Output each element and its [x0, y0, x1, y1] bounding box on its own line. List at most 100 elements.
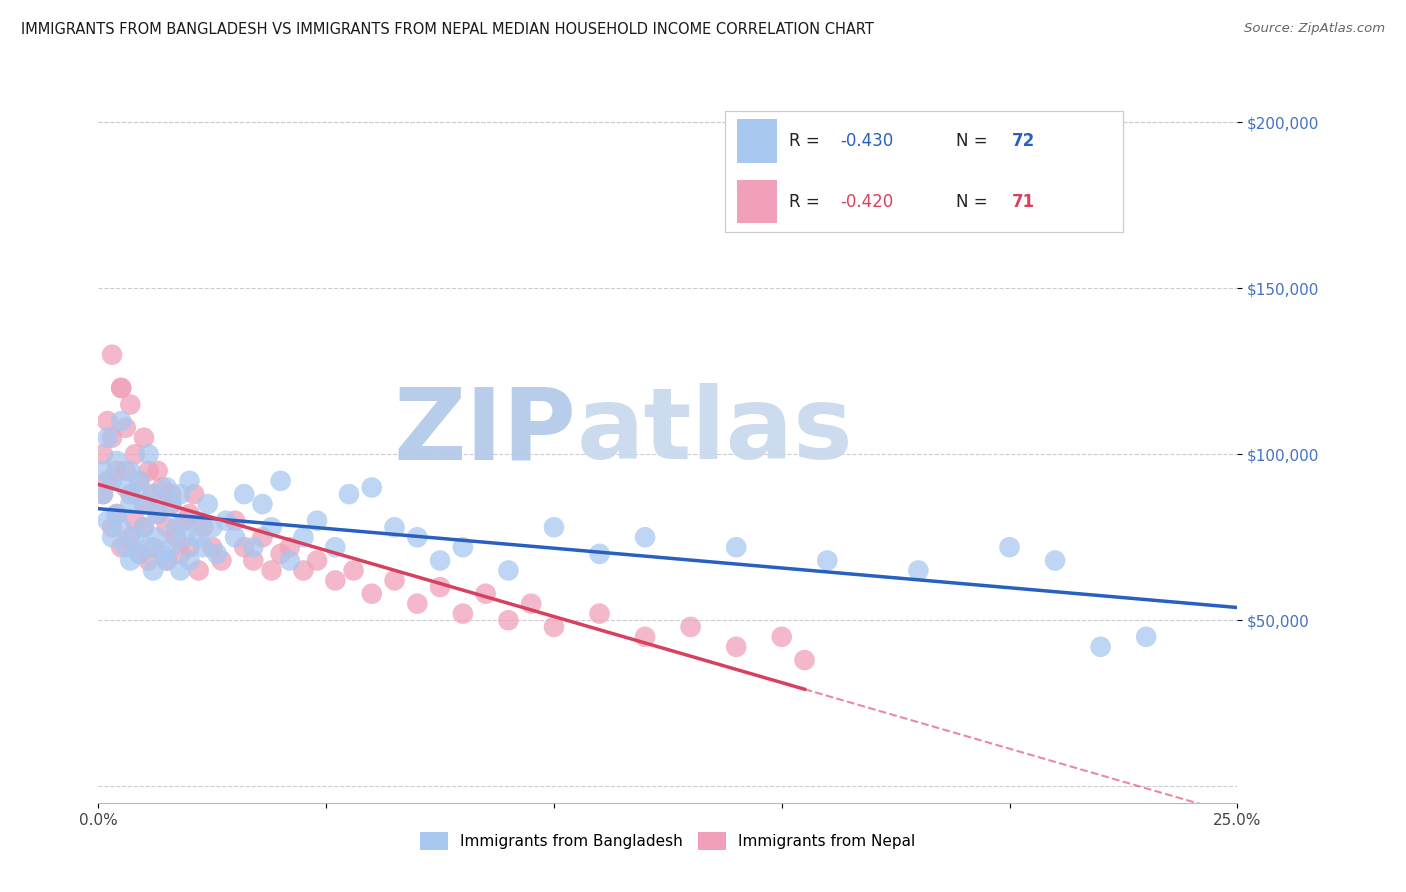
- Point: [110, 381, 132, 395]
- Point: [224, 530, 246, 544]
- Point: [169, 487, 191, 501]
- Point: [429, 553, 451, 567]
- Point: [588, 607, 610, 621]
- Point: [114, 464, 136, 478]
- Point: [278, 540, 301, 554]
- Point: [260, 520, 283, 534]
- Text: IMMIGRANTS FROM BANGLADESH VS IMMIGRANTS FROM NEPAL MEDIAN HOUSEHOLD INCOME CORR: IMMIGRANTS FROM BANGLADESH VS IMMIGRANTS…: [21, 22, 875, 37]
- Point: [114, 481, 136, 495]
- Point: [105, 454, 128, 468]
- Point: [725, 640, 748, 654]
- Point: [260, 564, 283, 578]
- Point: [120, 553, 142, 567]
- Point: [110, 520, 132, 534]
- Point: [105, 464, 128, 478]
- Point: [128, 474, 150, 488]
- Point: [384, 520, 406, 534]
- Point: [156, 553, 179, 567]
- Point: [101, 530, 124, 544]
- Point: [451, 540, 474, 554]
- Point: [498, 613, 520, 627]
- Point: [998, 540, 1021, 554]
- Point: [150, 547, 173, 561]
- Point: [252, 497, 274, 511]
- Point: [233, 487, 256, 501]
- Point: [96, 431, 118, 445]
- Point: [101, 431, 124, 445]
- Point: [105, 507, 128, 521]
- Point: [474, 587, 496, 601]
- Point: [120, 397, 142, 411]
- Point: [543, 620, 565, 634]
- Point: [150, 481, 173, 495]
- Point: [101, 520, 124, 534]
- Point: [128, 547, 150, 561]
- Point: [114, 421, 136, 435]
- Point: [307, 553, 329, 567]
- Point: [307, 514, 329, 528]
- Point: [588, 547, 610, 561]
- Point: [187, 530, 209, 544]
- Point: [169, 547, 191, 561]
- Point: [323, 574, 346, 588]
- Point: [252, 530, 274, 544]
- Point: [146, 507, 169, 521]
- Point: [215, 514, 238, 528]
- Point: [120, 464, 142, 478]
- Point: [120, 487, 142, 501]
- Point: [543, 520, 565, 534]
- Point: [169, 564, 191, 578]
- Point: [146, 464, 169, 478]
- Point: [101, 474, 124, 488]
- Point: [815, 553, 838, 567]
- Point: [124, 514, 146, 528]
- Point: [124, 447, 146, 461]
- Point: [128, 547, 150, 561]
- Point: [1090, 640, 1112, 654]
- Point: [96, 514, 118, 528]
- Point: [242, 553, 264, 567]
- Point: [132, 520, 155, 534]
- Point: [110, 381, 132, 395]
- Point: [725, 540, 748, 554]
- Point: [323, 540, 346, 554]
- Point: [242, 540, 264, 554]
- Point: [160, 497, 183, 511]
- Point: [91, 487, 114, 501]
- Point: [156, 553, 179, 567]
- Point: [209, 553, 232, 567]
- Point: [224, 514, 246, 528]
- Point: [110, 540, 132, 554]
- Point: [146, 507, 169, 521]
- Point: [197, 497, 219, 511]
- Point: [132, 431, 155, 445]
- Point: [114, 540, 136, 554]
- Point: [1043, 553, 1066, 567]
- Point: [406, 597, 429, 611]
- Point: [406, 530, 429, 544]
- Point: [793, 653, 815, 667]
- Point: [187, 564, 209, 578]
- Point: [270, 474, 292, 488]
- Point: [360, 481, 382, 495]
- Point: [160, 540, 183, 554]
- Point: [278, 553, 301, 567]
- Point: [160, 487, 183, 501]
- Point: [520, 597, 543, 611]
- Point: [138, 540, 160, 554]
- Point: [201, 520, 224, 534]
- Point: [292, 564, 315, 578]
- Point: [101, 348, 124, 362]
- Point: [907, 564, 929, 578]
- Point: [110, 414, 132, 428]
- Point: [146, 530, 169, 544]
- Point: [360, 587, 382, 601]
- Point: [201, 540, 224, 554]
- Point: [132, 497, 155, 511]
- Point: [96, 414, 118, 428]
- Point: [498, 564, 520, 578]
- Text: Source: ZipAtlas.com: Source: ZipAtlas.com: [1244, 22, 1385, 36]
- Point: [138, 464, 160, 478]
- Point: [384, 574, 406, 588]
- Point: [174, 514, 197, 528]
